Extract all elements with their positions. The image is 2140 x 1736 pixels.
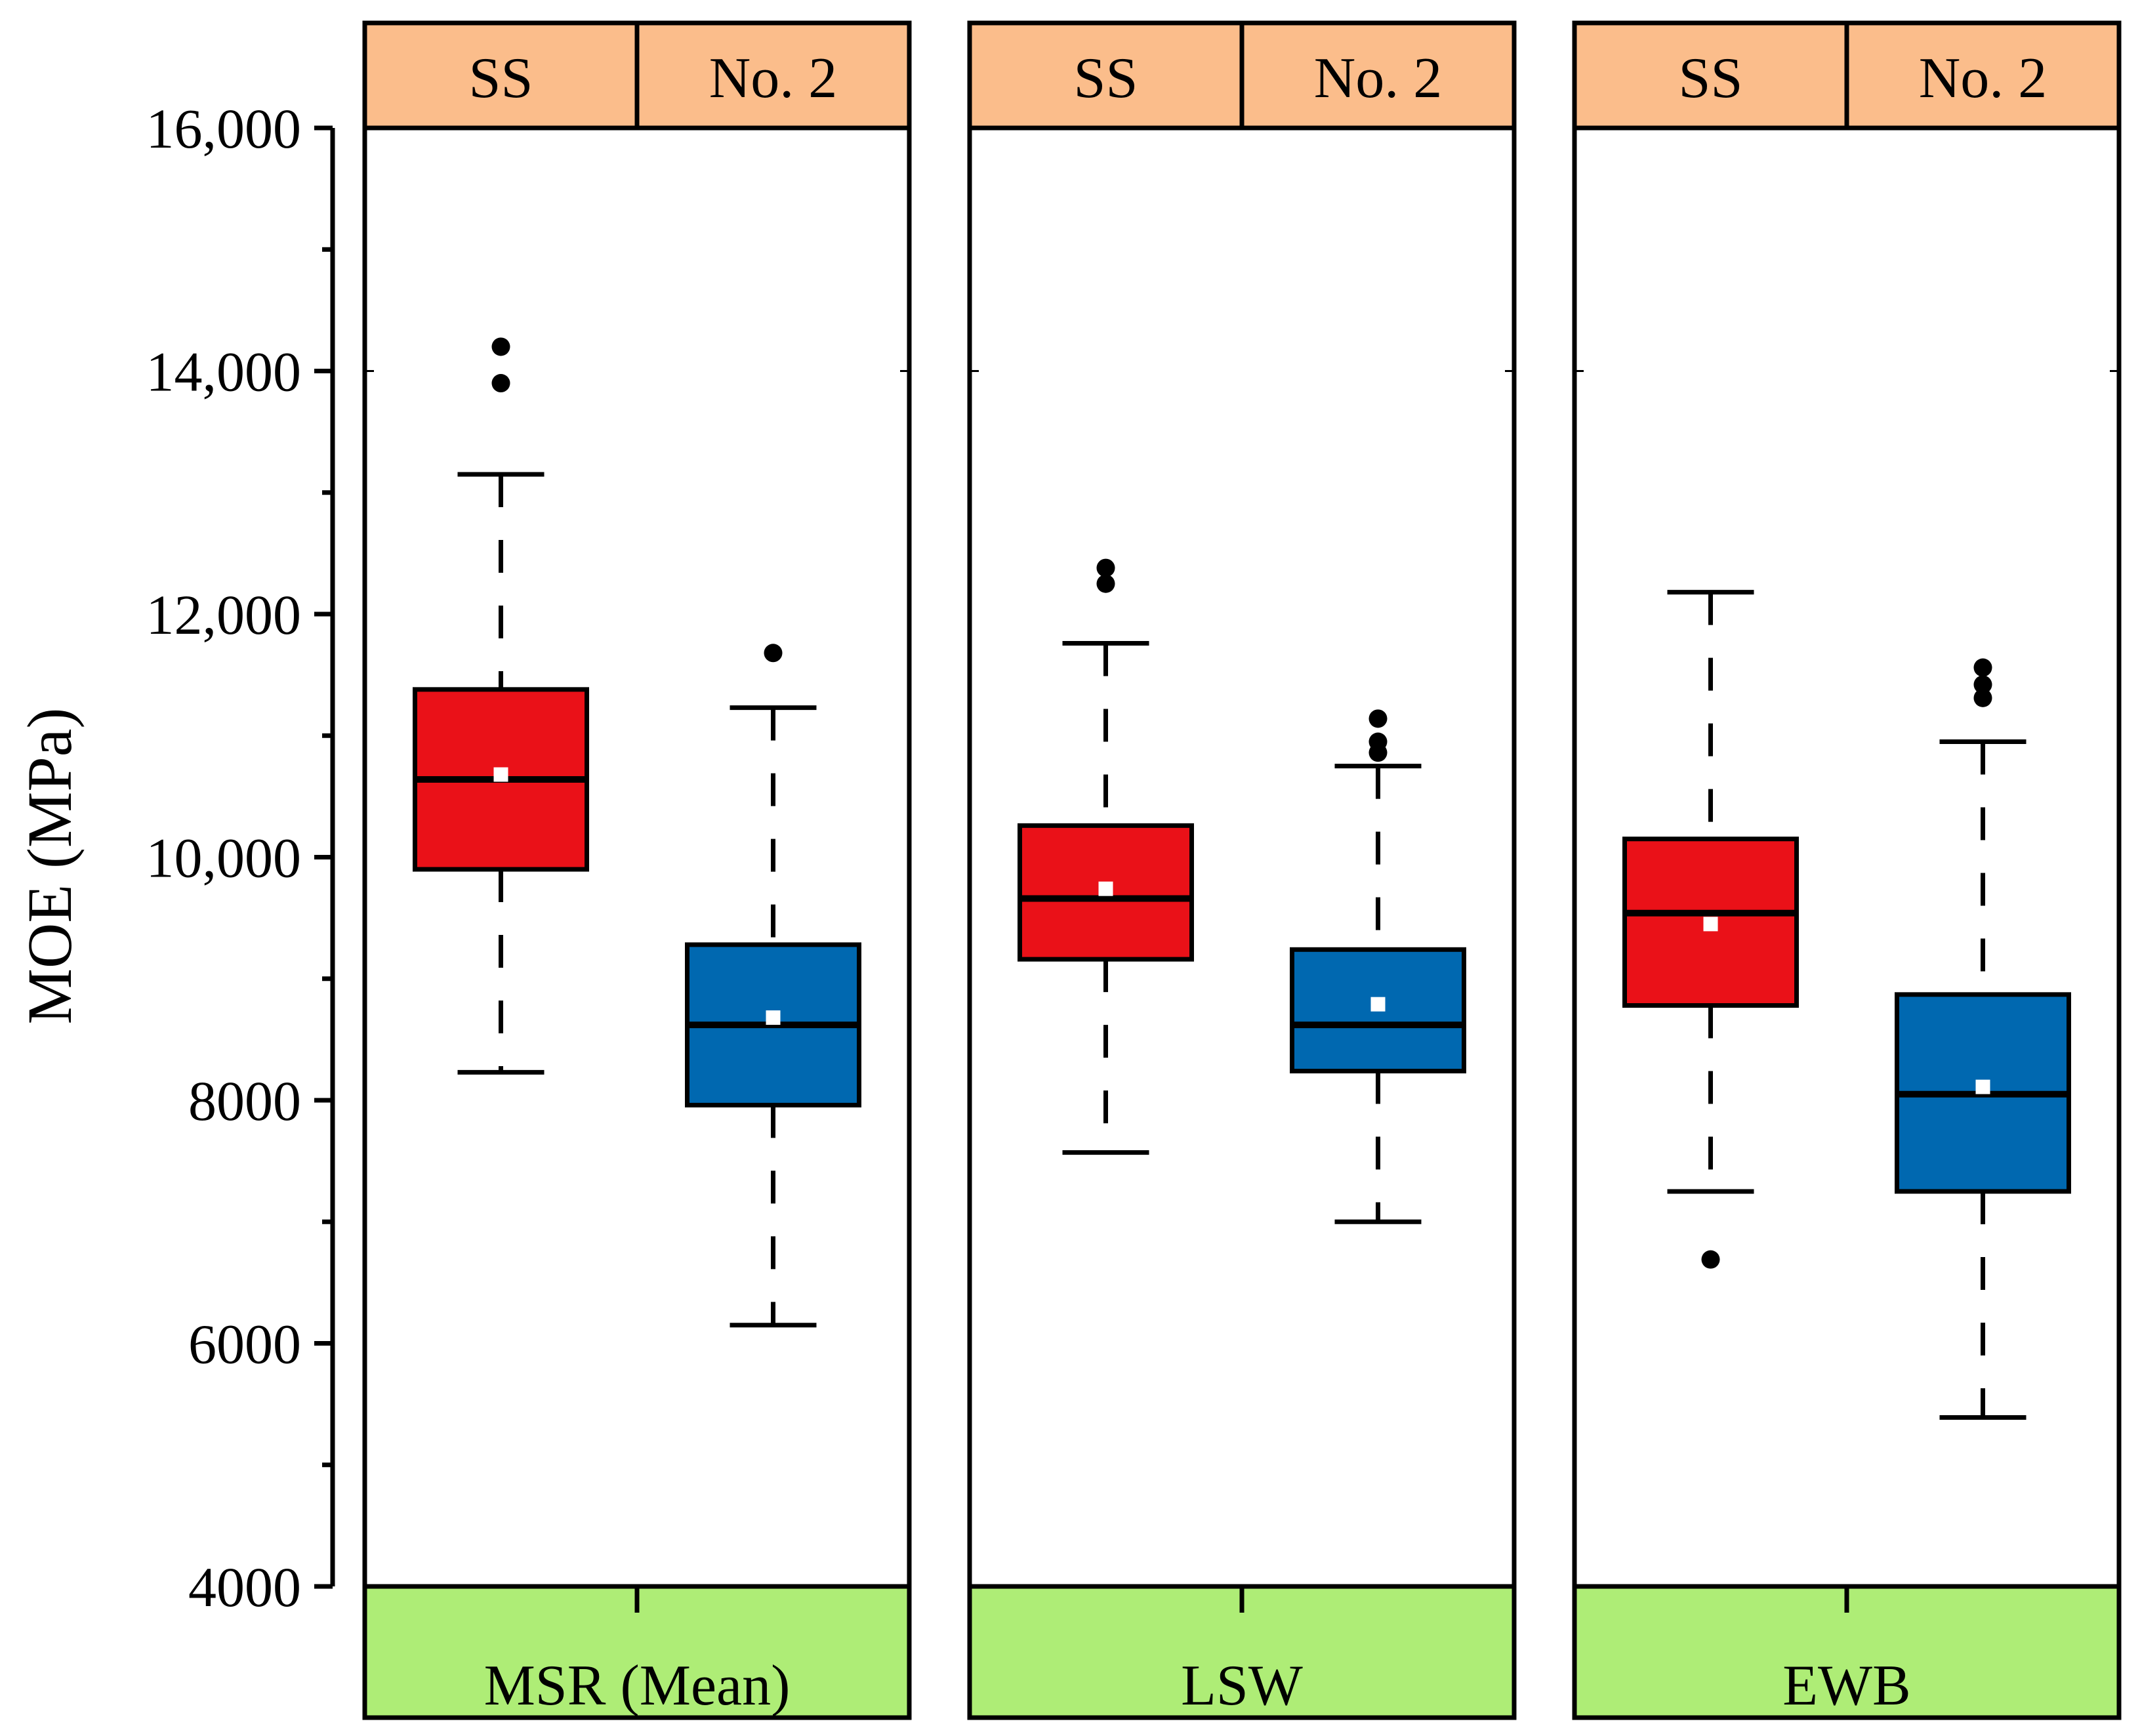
box-group [1018,558,1194,1155]
panel-1: SS No. 2 LSW [967,20,1517,1720]
outlier-point [1096,574,1115,593]
outlier-point [1973,658,1992,677]
mean-marker [493,767,508,782]
outlier-point [1973,675,1992,694]
mean-marker [766,1010,781,1025]
y-axis: 4000 6000 8000 10,000 12,000 14,000 16,000 [146,97,335,1619]
panel-method-label: MSR (Mean) [484,1654,791,1718]
y-tick-label: 14,000 [146,341,302,403]
mean-marker [1975,1079,1990,1094]
outlier-point [764,644,783,663]
y-tick-label: 10,000 [146,827,302,890]
panel-0: SS No. 2 MSR (Mean) [362,20,912,1720]
mean-marker [1703,917,1718,932]
panel-method-label: LSW [1181,1654,1303,1718]
outlier-point [491,337,510,356]
outlier-point [1096,558,1115,577]
outlier-point [1368,709,1388,728]
outlier-point [1701,1250,1720,1269]
panel-method-label: EWB [1782,1654,1911,1718]
grade-header-label: SS [1679,47,1743,110]
mean-marker [1370,997,1386,1012]
y-axis-label: MOE (MPa) [14,708,85,1025]
outlier-point [1368,732,1388,751]
grade-header-label: SS [1074,47,1138,110]
box-group [1622,590,1799,1269]
y-tick-label: 6000 [188,1313,301,1376]
grade-header-label: No. 2 [709,47,838,110]
outlier-point [1973,688,1992,707]
grade-header-label: No. 2 [1919,47,2047,110]
y-tick-label: 8000 [188,1069,301,1132]
grade-header-label: SS [469,47,533,110]
y-tick-label: 4000 [188,1556,301,1619]
box-group [413,337,589,1075]
box-group [685,644,861,1328]
outlier-point [491,374,510,393]
chart-panels: SS No. 2 MSR (Mean) SS No. 2 LSW SS No. 2 EWB [362,20,2122,1720]
grade-header-label: No. 2 [1314,47,1443,110]
box-group [1895,658,2071,1420]
panel-2: SS No. 2 EWB [1572,20,2122,1720]
y-tick-label: 16,000 [146,97,302,160]
box-group [1290,709,1466,1224]
y-tick-label: 12,000 [146,583,302,646]
mean-marker [1098,881,1113,896]
